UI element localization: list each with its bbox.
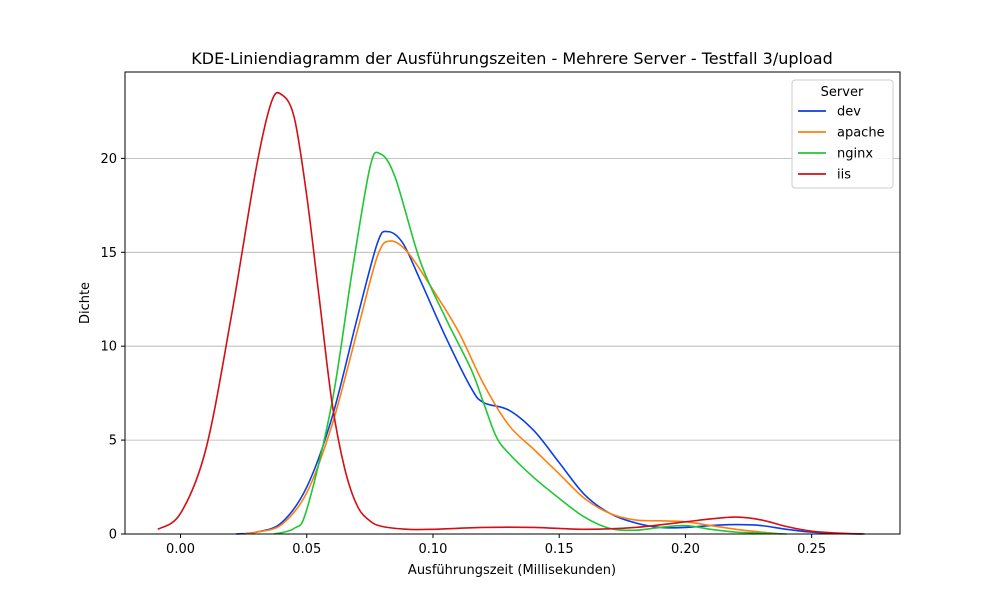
x-tick-label: 0.20	[671, 542, 700, 557]
legend-items: dev apache nginx iis	[798, 105, 885, 183]
legend-box	[791, 79, 894, 189]
plot-frame	[124, 71, 901, 535]
y-tick-label: 20	[100, 152, 117, 167]
series-line-apache	[243, 240, 782, 535]
chart-title: KDE-Liniendiagramm der Ausführungszeiten…	[191, 49, 832, 68]
legend-label-dev: dev	[837, 105, 861, 120]
legend-label-nginx: nginx	[837, 147, 873, 162]
series-line-nginx	[273, 151, 787, 535]
legend: Server dev apache nginx iis	[791, 79, 894, 189]
x-axis-ticks: 0.00 0.05 0.10 0.15 0.20 0.25	[166, 534, 826, 557]
series-lines	[157, 91, 865, 535]
x-tick-label: 0.25	[797, 542, 826, 557]
x-tick-label: 0.15	[545, 542, 574, 557]
y-axis-ticks: 0 5 10 15 20	[100, 152, 125, 543]
x-axis-label: Ausführungszeit (Millisekunden)	[408, 563, 616, 578]
x-tick-label: 0.10	[419, 542, 448, 557]
x-tick-label: 0.00	[166, 542, 195, 557]
series-line-iis	[157, 91, 865, 535]
legend-title: Server	[821, 85, 864, 100]
y-tick-label: 15	[100, 246, 117, 261]
y-tick-label: 0	[109, 528, 117, 543]
y-axis-label: Dichte	[78, 282, 93, 324]
grid-lines	[125, 157, 900, 441]
series-line-dev	[235, 230, 863, 535]
y-tick-label: 5	[109, 434, 117, 449]
legend-label-apache: apache	[837, 126, 885, 141]
legend-label-iis: iis	[837, 168, 851, 183]
x-tick-label: 0.05	[292, 542, 321, 557]
y-tick-label: 10	[100, 340, 117, 355]
